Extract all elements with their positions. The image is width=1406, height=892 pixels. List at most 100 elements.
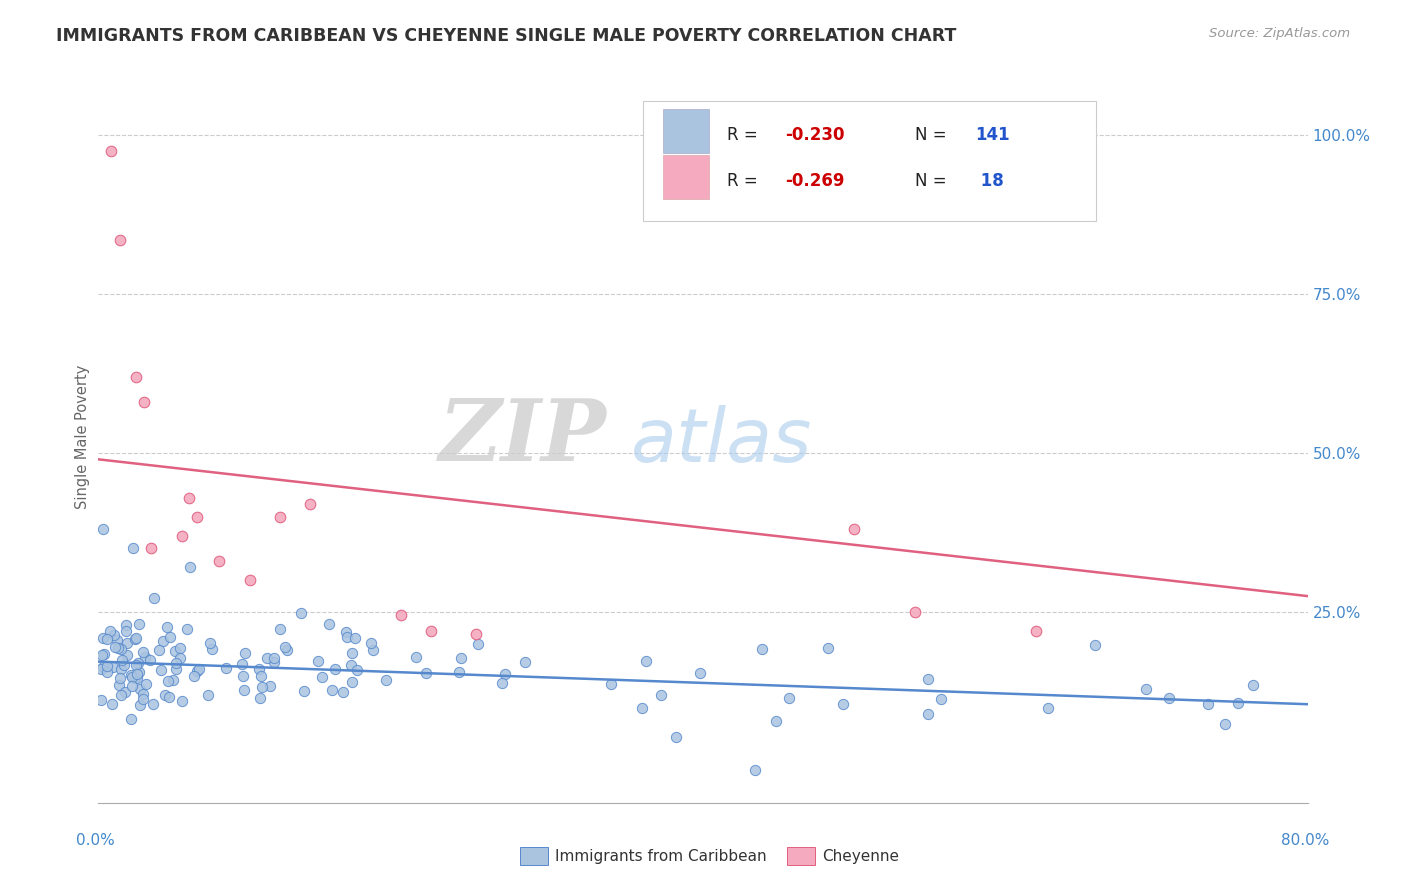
Point (274, 640, 297, 654)
Point (115, 618, 138, 632)
Point (1135, 681, 1157, 696)
Point (170, 529, 193, 543)
Point (201, 642, 224, 657)
Point (263, 650, 285, 665)
Point (665, 730, 688, 744)
Point (290, 606, 312, 620)
Point (197, 688, 219, 702)
Text: N =: N = (915, 126, 952, 144)
Point (165, 662, 187, 676)
Point (269, 509, 291, 524)
Point (129, 698, 152, 712)
Point (363, 643, 385, 657)
Point (1036, 701, 1059, 715)
Text: ZIP: ZIP (439, 395, 606, 479)
Point (1213, 716, 1236, 731)
Point (156, 620, 179, 634)
Point (169, 651, 191, 665)
Point (124, 658, 146, 673)
Point (157, 690, 180, 705)
Point (689, 666, 711, 681)
Point (91, 631, 114, 645)
Text: -0.230: -0.230 (785, 126, 845, 144)
Point (103, 628, 125, 642)
Point (125, 667, 148, 681)
Point (172, 694, 194, 708)
Point (96, 659, 118, 673)
Point (844, 522, 866, 536)
Point (360, 636, 382, 650)
Point (125, 631, 148, 645)
Point (256, 651, 278, 665)
Point (165, 644, 187, 658)
Point (121, 679, 143, 693)
Point (104, 640, 127, 654)
Point (318, 616, 340, 631)
Point (198, 636, 221, 650)
Point (904, 605, 927, 619)
Point (115, 624, 138, 639)
Point (156, 673, 179, 688)
Point (465, 627, 488, 641)
Point (110, 688, 132, 702)
Point (231, 657, 253, 672)
Point (1084, 638, 1107, 652)
Point (179, 491, 201, 505)
Point (149, 663, 172, 677)
Point (108, 233, 131, 247)
Point (141, 541, 163, 556)
Point (420, 624, 443, 638)
Point (342, 646, 364, 660)
Point (90, 693, 112, 707)
Point (186, 509, 208, 524)
Point (128, 665, 150, 680)
Point (336, 630, 359, 644)
Point (405, 650, 427, 665)
Text: R =: R = (727, 172, 763, 190)
Point (117, 648, 139, 663)
Point (139, 653, 162, 667)
Point (132, 687, 155, 701)
Point (155, 688, 177, 702)
Point (115, 636, 138, 650)
Text: N =: N = (915, 172, 952, 190)
Bar (664, 109, 709, 153)
FancyBboxPatch shape (643, 101, 1097, 221)
Point (344, 632, 367, 646)
Point (232, 682, 254, 697)
Point (332, 685, 354, 699)
Point (132, 395, 155, 409)
Point (165, 657, 187, 671)
Point (269, 622, 291, 636)
Point (208, 554, 231, 568)
Point (125, 671, 148, 685)
Point (162, 673, 184, 688)
Text: Cheyenne: Cheyenne (823, 849, 900, 863)
Point (340, 658, 363, 673)
Point (917, 672, 939, 686)
Point (179, 560, 201, 574)
Point (232, 669, 254, 683)
Text: atlas: atlas (630, 405, 811, 476)
Point (187, 662, 209, 676)
Point (450, 651, 472, 665)
Point (276, 642, 298, 657)
Point (100, 144, 122, 158)
Point (135, 677, 157, 691)
Point (124, 632, 146, 647)
Point (817, 641, 839, 656)
Point (751, 641, 773, 656)
Point (148, 643, 170, 657)
Point (340, 675, 363, 690)
Point (107, 641, 129, 656)
Point (321, 682, 343, 697)
Y-axis label: Single Male Poverty: Single Male Poverty (75, 365, 90, 509)
Point (494, 666, 516, 681)
Text: -0.269: -0.269 (785, 172, 845, 190)
Point (186, 664, 208, 678)
Point (120, 667, 142, 681)
Point (307, 654, 329, 668)
Point (631, 701, 654, 715)
Point (311, 670, 333, 684)
Point (96, 665, 118, 680)
